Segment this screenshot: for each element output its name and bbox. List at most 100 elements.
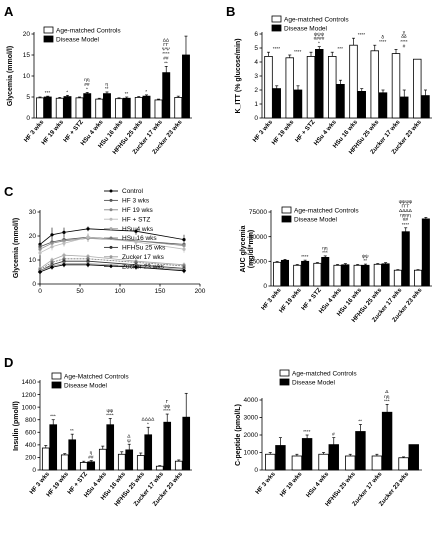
a-legend-label-0: Age-matched Controls <box>56 28 121 35</box>
a-bar-s1-6 <box>162 72 171 119</box>
b-y-tick-label-2: 2 <box>254 87 258 94</box>
c-y-axis-label: Glycemia (mmol/l) <box>13 218 20 278</box>
c-x-tick-label-3: 150 <box>155 288 166 295</box>
c-point-2-1 <box>50 241 54 245</box>
c2-y-tick-label-2: 50000 <box>249 234 267 241</box>
d-sig-1: ** <box>70 428 74 434</box>
c-legend-label-2: HF 19 wks <box>122 207 153 214</box>
d-bar-s0-7 <box>174 460 183 471</box>
b-sig-1: **** <box>294 49 302 55</box>
a-bar-s0-5 <box>134 97 143 119</box>
d-bar-s0-1 <box>60 454 69 471</box>
a-legend-label-1: Disease Model <box>56 37 100 44</box>
d2-bar-s0-0 <box>265 453 276 471</box>
c-legend-marker-0 <box>109 189 113 193</box>
d2-legend-swatch-1 <box>279 378 290 386</box>
d-y-tick-label-5: 1000 <box>22 404 37 411</box>
c-point-0-5 <box>182 238 186 242</box>
c2-bar-s1-2 <box>321 256 330 287</box>
d-bar-s1-2 <box>87 461 96 471</box>
b-legend-swatch-0 <box>271 15 282 23</box>
b-bar-s1-0 <box>272 88 281 119</box>
b-y-tick-label-0: 0 <box>254 115 258 122</box>
b-sig-3: *** <box>337 46 343 52</box>
c2-bar-s0-7 <box>413 269 423 287</box>
a-bar-s0-7 <box>174 97 183 119</box>
d-sig-5: ΔΔΔΔ * <box>142 417 156 428</box>
a-y-axis-label: Glycemia (mmol/l) <box>7 46 14 106</box>
c-point-8-2 <box>61 262 67 267</box>
c2-bar-s0-1 <box>293 264 302 287</box>
c-point-3-0 <box>38 251 42 255</box>
a-sig-0: *** <box>45 90 51 96</box>
d2-sig-2: # <box>332 432 335 438</box>
b-legend-label-1: Disease Model <box>284 26 328 33</box>
d-legend-swatch-0 <box>51 372 62 380</box>
d2-bar-s0-4 <box>371 455 383 471</box>
panel-label-a: A <box>4 4 14 19</box>
b-y-tick-label-5: 5 <box>254 45 258 52</box>
d2-legend-swatch-0 <box>279 369 290 377</box>
c2-sig-2: ηη *** <box>322 246 328 256</box>
c-point-8-3 <box>85 262 91 267</box>
d2-bar-s0-1 <box>291 455 303 471</box>
b-sig-5: δ **** <box>379 35 387 46</box>
c2-sig-4: ψψ ** <box>362 253 369 264</box>
b-bar-s1-5 <box>378 92 388 119</box>
c-point-8-4 <box>133 265 139 270</box>
a-sig-1: * <box>66 89 68 95</box>
c-point-3-3 <box>86 235 90 239</box>
c-legend-label-4: HSu 4 wks <box>122 226 154 233</box>
d-bar-s1-5 <box>144 434 153 471</box>
c-x-tick-label-0: 0 <box>38 288 42 295</box>
d-bar-s0-5 <box>136 455 145 471</box>
c2-bar-s1-6 <box>401 231 410 287</box>
b-legend-swatch-1 <box>271 24 282 32</box>
c2-y-axis-label: AUC glycemia(mg/dl*min) <box>240 225 255 272</box>
d2-bar-s0-2 <box>318 453 329 471</box>
b-bar-s1-3 <box>336 84 345 119</box>
c-point-4-2 <box>62 253 66 257</box>
a-bar-s0-4 <box>115 98 123 119</box>
a-sig-5: * <box>145 89 147 95</box>
d-legend-label-1: Disease Model <box>64 383 108 390</box>
c2-legend-label-1: Disease Model <box>294 217 338 224</box>
d-legend-swatch-1 <box>51 381 62 389</box>
b-bar-s0-5 <box>370 50 379 119</box>
c2-bar-s1-4 <box>361 264 370 287</box>
d-sig-3: ψψ **** <box>106 408 114 419</box>
panel-label-d: D <box>4 355 13 370</box>
d2-y-tick-label-3: 3000 <box>244 415 259 422</box>
c2-y-tick-label-1: 25000 <box>249 259 267 266</box>
b-legend-label-0: Age-matched Controls <box>284 17 349 24</box>
c-point-0-3 <box>86 227 90 231</box>
c-point-8-1 <box>49 265 55 270</box>
d-sig-2: η ## <box>88 451 94 461</box>
b-bar-s0-2 <box>306 56 316 119</box>
d-y-tick-label-6: 1200 <box>22 392 37 399</box>
a-bar-s1-7 <box>182 54 190 119</box>
c2-bar-s1-5 <box>381 263 390 287</box>
d-bar-s1-0 <box>49 424 58 471</box>
d-y-axis-label: Insulin (pmol/l) <box>13 401 20 451</box>
b-bar-s0-0 <box>264 56 273 119</box>
d2-bar-s0-3 <box>345 455 356 471</box>
c-line-6 <box>39 260 185 272</box>
d-bar-s0-0 <box>41 447 50 471</box>
d2-y-tick-label-2: 2000 <box>244 432 259 439</box>
b-bar-s1-6 <box>400 96 409 119</box>
c2-y-tick-label-3: 75000 <box>249 209 267 216</box>
d2-bar-s1-0 <box>275 445 286 471</box>
a-bar-s1-2 <box>83 93 92 119</box>
d2-y-tick-label-1: 1000 <box>244 450 259 457</box>
b-sig-0: **** <box>273 46 281 52</box>
c-legend-marker-1 <box>109 198 113 202</box>
b-y-tick-label-1: 1 <box>254 101 258 108</box>
d2-bar-s1-2 <box>328 444 339 471</box>
c-line-0 <box>39 228 185 245</box>
a-bar-s0-2 <box>75 97 84 119</box>
c2-sig-1: **** <box>301 254 309 260</box>
